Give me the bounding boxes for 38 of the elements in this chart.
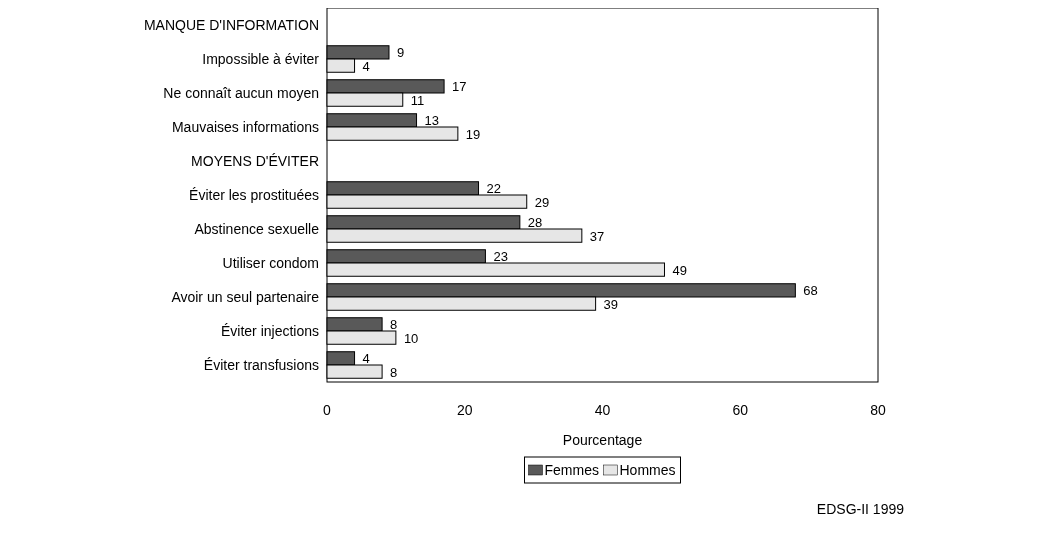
y-tick-label: MOYENS D'ÉVITER	[191, 153, 319, 169]
y-tick-label: Éviter injections	[220, 323, 319, 339]
x-axis-title: Pourcentage	[562, 432, 643, 448]
y-tick-label: Utiliser condom	[222, 255, 319, 271]
data-label: 29	[534, 194, 550, 210]
data-label: 8	[390, 317, 398, 333]
data-label: 17	[452, 79, 467, 95]
y-tick-label: Impossible à éviter	[202, 51, 320, 67]
x-tick-label: 20	[456, 402, 473, 418]
y-tick-label: MANQUE D'INFORMATION	[143, 17, 319, 33]
data-label: 8	[390, 364, 398, 380]
data-label: 9	[396, 45, 405, 61]
data-label: 4	[362, 58, 370, 74]
data-label: 11	[410, 92, 425, 108]
x-tick-label: 60	[732, 402, 749, 418]
y-tick-label: Mauvaises informations	[171, 119, 319, 135]
data-label: 28	[527, 215, 543, 231]
legend-label: Femmes	[544, 462, 599, 478]
x-tick-label: 0	[323, 402, 332, 418]
data-label: 49	[672, 262, 687, 278]
data-label: 10	[403, 330, 419, 346]
data-label: 19	[465, 126, 481, 142]
text: EDSG-II 1999	[816, 501, 905, 517]
data-label: 39	[603, 296, 619, 312]
y-tick-label: Ne connaît aucun moyen	[163, 85, 319, 101]
y-tick-label: Abstinence sexuelle	[194, 221, 320, 237]
data-label: 13	[424, 113, 440, 129]
data-label: 22	[486, 181, 501, 197]
data-label: 4	[362, 351, 370, 367]
x-tick-label: 80	[870, 402, 886, 418]
data-label: 23	[493, 249, 508, 265]
x-tick-label: 40	[594, 402, 611, 418]
data-label: 68	[803, 283, 818, 299]
legend-label: Hommes	[619, 462, 676, 478]
y-tick-label: Éviter transfusions	[203, 357, 319, 373]
data-label: 37	[589, 228, 605, 244]
y-tick-label: Éviter les prostituées	[189, 187, 319, 203]
y-tick-label: Avoir un seul partenaire	[171, 289, 320, 305]
